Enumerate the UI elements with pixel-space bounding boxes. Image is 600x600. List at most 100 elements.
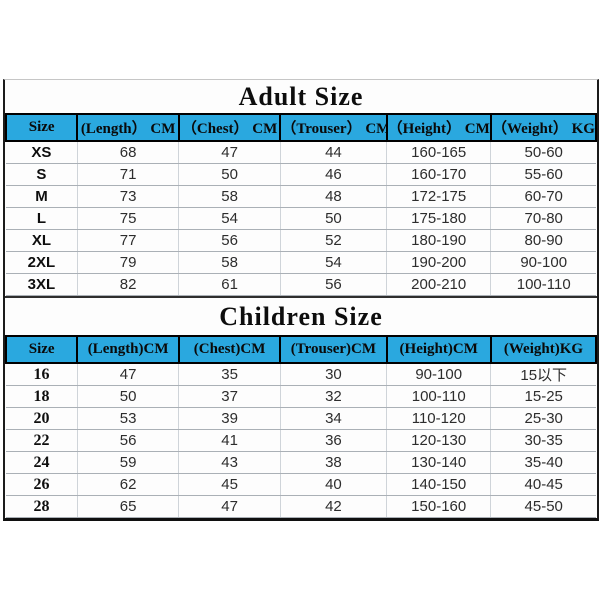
children-table-row: 28 65 47 42 150-160 45-50: [6, 495, 596, 518]
adult-size-label-cell: L: [6, 207, 78, 230]
children-header-cell-5: (Weight)KG: [489, 335, 598, 364]
children-value-cell: 120-130: [385, 429, 492, 452]
adult-header-cell-2: （Chest） CM: [177, 113, 282, 142]
adult-header-cell-0: Size: [4, 113, 79, 142]
children-value-cell: 15-25: [490, 385, 596, 408]
children-header-row: Size (Length)CM (Chest)CM (Trouser)CM (Heigh…: [4, 335, 598, 364]
adult-size-label-cell: M: [6, 185, 78, 208]
adult-value-cell: 160-170: [385, 163, 492, 186]
adult-size-section: Adult Size Size (Length） CM （Chest） CM （Tro…: [4, 80, 598, 296]
children-value-cell: 45: [178, 473, 281, 496]
adult-value-cell: 172-175: [385, 185, 492, 208]
adult-value-cell: 56: [279, 273, 388, 296]
children-value-cell: 90-100: [385, 362, 492, 386]
children-table-row: 20 53 39 34 110-120 25-30: [6, 407, 596, 430]
children-value-cell: 43: [178, 451, 281, 474]
children-value-cell: 47: [76, 362, 180, 386]
children-value-cell: 15以下: [490, 362, 596, 386]
adult-header-cell-5: （Weight） KG: [489, 113, 598, 142]
children-value-cell: 36: [279, 429, 388, 452]
children-value-cell: 65: [76, 495, 180, 518]
children-table-row: 24 59 43 38 130-140 35-40: [6, 451, 596, 474]
children-size-label-cell: 26: [6, 473, 78, 496]
children-value-cell: 30-35: [490, 429, 596, 452]
children-header-cell-4: (Height)CM: [385, 335, 492, 364]
adult-header-cell-1: (Length） CM: [76, 113, 180, 142]
children-size-table: Size (Length)CM (Chest)CM (Trouser)CM (Heigh…: [4, 335, 598, 518]
adult-value-cell: 100-110: [490, 273, 596, 296]
adult-value-cell: 200-210: [385, 273, 492, 296]
children-value-cell: 35-40: [490, 451, 596, 474]
adult-size-table: Size (Length） CM （Chest） CM （Trouser） CM （He…: [4, 113, 598, 296]
children-value-cell: 42: [279, 495, 388, 518]
adult-value-cell: 58: [178, 185, 281, 208]
adult-value-cell: 190-200: [385, 251, 492, 274]
adult-value-cell: 50: [178, 163, 281, 186]
adult-value-cell: 180-190: [385, 229, 492, 252]
children-size-label-cell: 20: [6, 407, 78, 430]
adult-value-cell: 90-100: [490, 251, 596, 274]
adult-header-cell-4: （Height） CM: [385, 113, 492, 142]
children-value-cell: 35: [178, 362, 281, 386]
children-value-cell: 39: [178, 407, 281, 430]
adult-value-cell: 56: [178, 229, 281, 252]
children-table-row: 16 47 35 30 90-100 15以下: [6, 362, 596, 386]
adult-size-label-cell: 2XL: [6, 251, 78, 274]
children-value-cell: 110-120: [385, 407, 492, 430]
children-value-cell: 32: [279, 385, 388, 408]
children-table-row: 18 50 37 32 100-110 15-25: [6, 385, 596, 408]
adult-value-cell: 79: [76, 251, 180, 274]
adult-table-row: L 75 54 50 175-180 70-80: [6, 207, 596, 230]
adult-size-label-cell: XS: [6, 140, 78, 164]
children-value-cell: 150-160: [385, 495, 492, 518]
adult-value-cell: 70-80: [490, 207, 596, 230]
adult-table-row: XS 68 47 44 160-165 50-60: [6, 140, 596, 164]
children-value-cell: 50: [76, 385, 180, 408]
children-value-cell: 47: [178, 495, 281, 518]
adult-header-row: Size (Length） CM （Chest） CM （Trouser） CM （He…: [4, 113, 598, 142]
adult-value-cell: 60-70: [490, 185, 596, 208]
adult-table-row: XL 77 56 52 180-190 80-90: [6, 229, 596, 252]
children-header-cell-0: Size: [4, 335, 79, 364]
adult-value-cell: 160-165: [385, 140, 492, 164]
children-size-label-cell: 16: [6, 362, 78, 386]
children-table-row: 26 62 45 40 140-150 40-45: [6, 473, 596, 496]
children-value-cell: 25-30: [490, 407, 596, 430]
adult-value-cell: 55-60: [490, 163, 596, 186]
children-value-cell: 34: [279, 407, 388, 430]
children-value-cell: 41: [178, 429, 281, 452]
children-value-cell: 38: [279, 451, 388, 474]
children-table-row: 22 56 41 36 120-130 30-35: [6, 429, 596, 452]
adult-value-cell: 48: [279, 185, 388, 208]
adult-size-title: Adult Size: [238, 82, 364, 111]
children-size-label-cell: 28: [6, 495, 78, 518]
adult-value-cell: 54: [178, 207, 281, 230]
adult-value-cell: 61: [178, 273, 281, 296]
children-value-cell: 100-110: [385, 385, 492, 408]
children-size-label-cell: 22: [6, 429, 78, 452]
children-value-cell: 56: [76, 429, 180, 452]
children-value-cell: 40-45: [490, 473, 596, 496]
adult-value-cell: 175-180: [385, 207, 492, 230]
adult-value-cell: 77: [76, 229, 180, 252]
children-value-cell: 62: [76, 473, 180, 496]
adult-value-cell: 75: [76, 207, 180, 230]
children-value-cell: 130-140: [385, 451, 492, 474]
adult-header-cell-3: （Trouser） CM: [279, 113, 388, 142]
children-value-cell: 53: [76, 407, 180, 430]
adult-value-cell: 52: [279, 229, 388, 252]
size-chart-sheet: Adult Size Size (Length） CM （Chest） CM （Tro…: [3, 79, 599, 521]
children-size-section: Children Size Size (Length)CM (Chest)CM (Tr…: [4, 296, 598, 518]
adult-value-cell: 58: [178, 251, 281, 274]
children-size-title: Children Size: [5, 296, 597, 335]
children-value-cell: 40: [279, 473, 388, 496]
children-value-cell: 37: [178, 385, 281, 408]
adult-size-label-cell: S: [6, 163, 78, 186]
adult-value-cell: 54: [279, 251, 388, 274]
adult-value-cell: 71: [76, 163, 180, 186]
adult-size-label-cell: XL: [6, 229, 78, 252]
adult-table-row: 2XL 79 58 54 190-200 90-100: [6, 251, 596, 274]
adult-table-row: M 73 58 48 172-175 60-70: [6, 185, 596, 208]
adult-value-cell: 46: [279, 163, 388, 186]
children-size-label-cell: 24: [6, 451, 78, 474]
